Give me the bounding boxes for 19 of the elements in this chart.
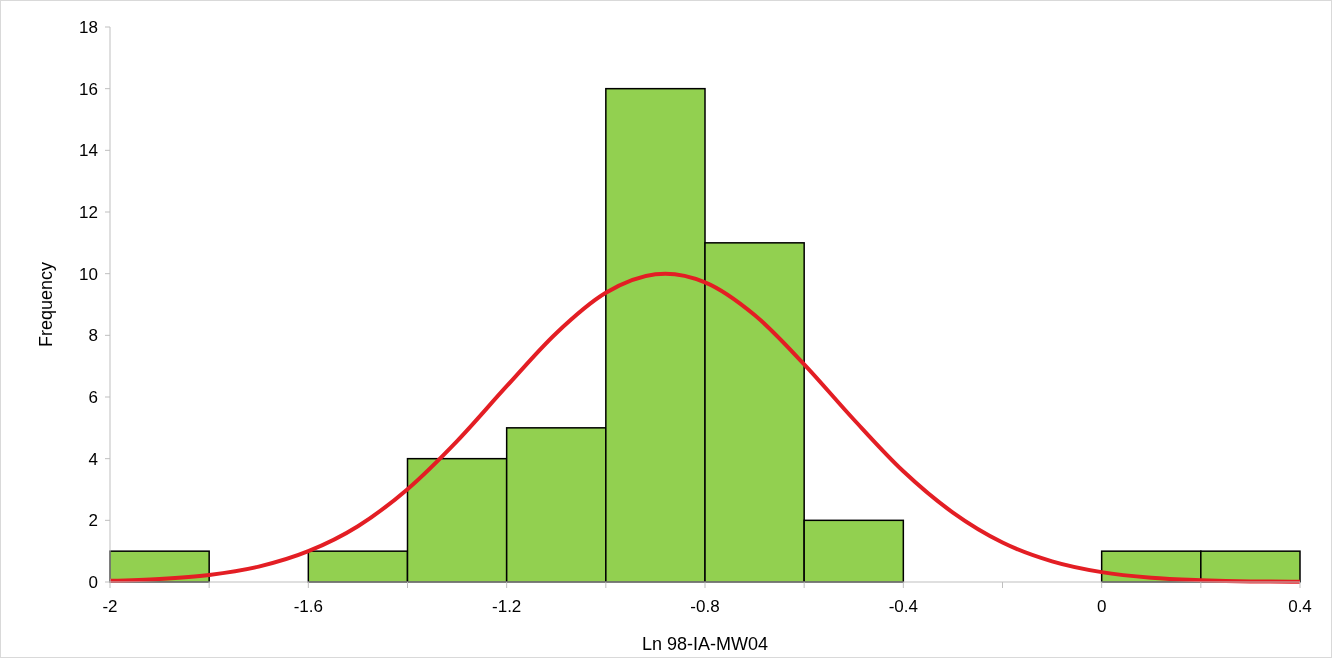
- y-tick-label: 0: [88, 572, 98, 592]
- x-tick-label: 0: [1096, 597, 1107, 616]
- y-tick-label: 16: [79, 79, 98, 99]
- y-tick-label: 2: [88, 511, 98, 531]
- x-tick-label: -0.4: [888, 597, 918, 616]
- y-tick-label: 6: [88, 387, 98, 407]
- x-tick-label: -0.8: [690, 597, 720, 616]
- y-tick-label: 14: [79, 141, 98, 161]
- x-tick-label: -1.2: [492, 597, 522, 616]
- y-tick-label: 12: [79, 202, 98, 222]
- x-tick-label: 0.4: [1288, 597, 1312, 616]
- x-axis-title: Ln 98-IA-MW04: [641, 634, 769, 654]
- y-tick-label: 10: [79, 264, 98, 284]
- x-tick-label: -2: [102, 597, 118, 616]
- y-tick-label: 18: [79, 17, 98, 37]
- y-axis-title: Frequency: [36, 261, 56, 348]
- y-tick-label: 8: [88, 326, 98, 346]
- x-tick-label: -1.6: [293, 597, 323, 616]
- y-tick-label: 4: [88, 449, 98, 469]
